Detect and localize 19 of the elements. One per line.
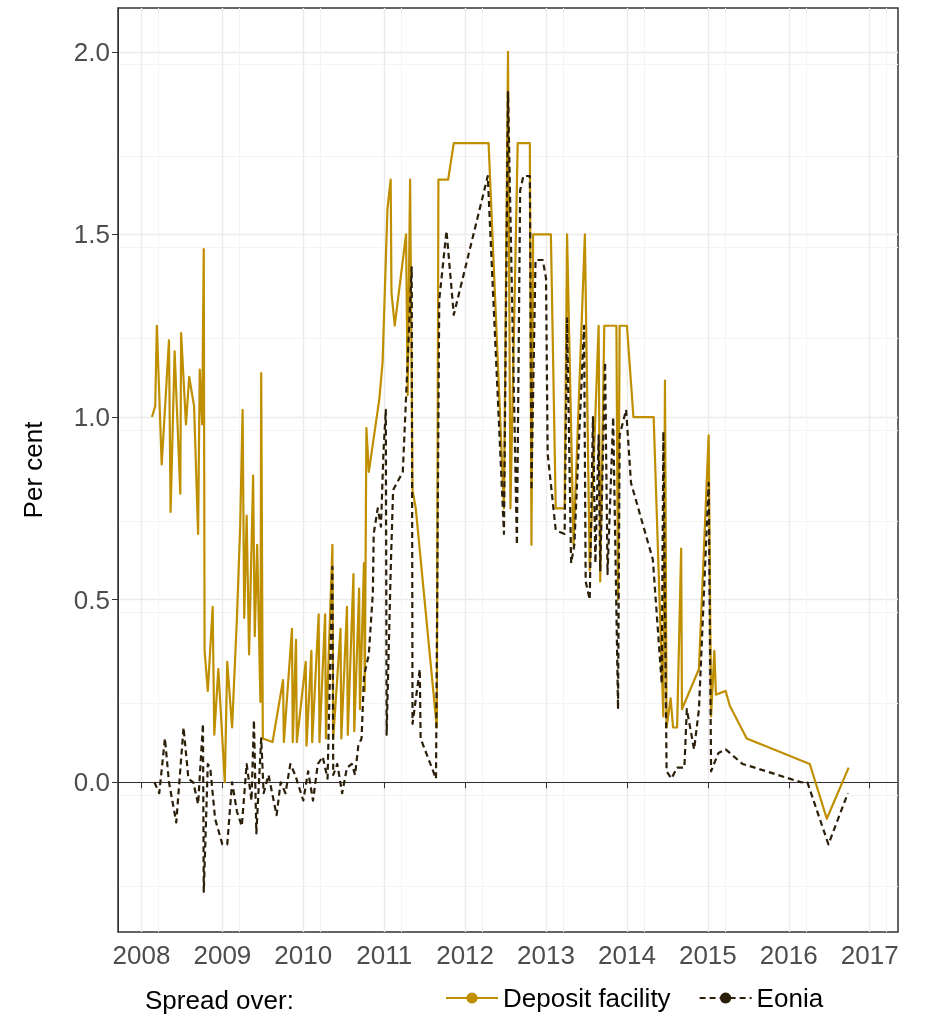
y-tick-label: 1.0 xyxy=(73,402,110,433)
x-tick-label: 2010 xyxy=(274,940,333,970)
x-tick-label: 2017 xyxy=(840,940,899,970)
x-tick-label: 2011 xyxy=(356,940,413,970)
y-tick-label: 0.0 xyxy=(73,767,110,798)
y-tick-label: 0.5 xyxy=(73,584,110,615)
x-tick-label: 2012 xyxy=(436,940,495,970)
x-tick-label: 2014 xyxy=(598,940,656,970)
y-axis-title: Per cent xyxy=(18,420,48,519)
x-tick-label: 2015 xyxy=(678,940,737,970)
x-tick-label: 2016 xyxy=(759,940,818,970)
y-tick-label: 2.0 xyxy=(73,36,110,67)
legend-title: Spread over: xyxy=(145,985,294,1015)
x-tick-label: 2009 xyxy=(193,940,252,970)
y-tick-label: 1.5 xyxy=(73,219,110,250)
x-tick-label: 2008 xyxy=(112,940,171,970)
legend-label: Deposit facility xyxy=(503,983,671,1013)
x-tick-label: 2013 xyxy=(517,940,575,970)
legend-label: Eonia xyxy=(756,983,824,1013)
